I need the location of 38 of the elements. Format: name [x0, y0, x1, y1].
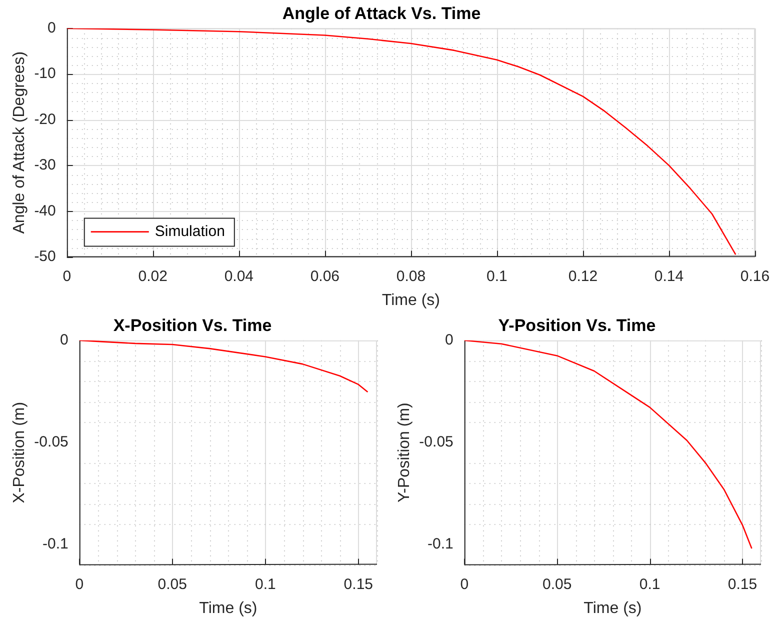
- x-tick-label: 0.15: [728, 576, 758, 593]
- x-tick-label: 0.16: [740, 268, 770, 285]
- x-tick-label: 0.1: [486, 268, 508, 285]
- y-tick-label: 0: [60, 332, 68, 349]
- y-tick-label: -20: [34, 110, 56, 128]
- y-tick-label: -0.05: [419, 434, 454, 451]
- x-axis-title: Time (s): [199, 600, 258, 617]
- x-tick-label: 0: [460, 576, 469, 593]
- legend-label: Simulation: [154, 222, 225, 240]
- y-tick-label: 0: [445, 332, 454, 349]
- y-tick-label: -30: [34, 156, 56, 174]
- x-tick-label: 0.05: [542, 576, 572, 593]
- y-tick-label: -0.05: [34, 434, 68, 451]
- chart-title: Angle of Attack Vs. Time: [282, 4, 481, 23]
- x-tick-label: 0.1: [639, 576, 660, 593]
- y-tick-label: -40: [34, 202, 56, 220]
- y-tick-label: -50: [34, 248, 56, 265]
- x-tick-label: 0.05: [158, 576, 187, 593]
- x-tick-label: 0: [75, 576, 84, 593]
- x-axis-title: Time (s): [584, 600, 642, 617]
- y-tick-label: -0.1: [42, 536, 68, 553]
- y-axis-title: X-Position (m): [11, 402, 28, 504]
- y-tick-label: 0: [48, 20, 56, 37]
- x-tick-label: 0.02: [138, 268, 168, 285]
- y-tick-label: -0.1: [428, 536, 454, 553]
- x-tick-label: 0.15: [344, 576, 373, 593]
- x-tick-label: 0.12: [568, 268, 598, 285]
- x-axis-title: Time (s): [382, 292, 440, 309]
- y-axis-title: Y-Position (m): [396, 402, 414, 503]
- x-tick-label: 0.1: [254, 576, 276, 593]
- x-tick-label: 0.06: [310, 268, 340, 285]
- chart-title: Y-Position Vs. Time: [498, 316, 656, 335]
- chart-title: X-Position Vs. Time: [113, 316, 272, 335]
- y-axis-title: Angle of Attack (Degrees): [11, 51, 28, 234]
- x-tick-label: 0.08: [396, 268, 426, 285]
- x-tick-label: 0.14: [654, 268, 684, 285]
- x-tick-label: 0.04: [224, 268, 254, 285]
- y-tick-label: -10: [34, 65, 56, 82]
